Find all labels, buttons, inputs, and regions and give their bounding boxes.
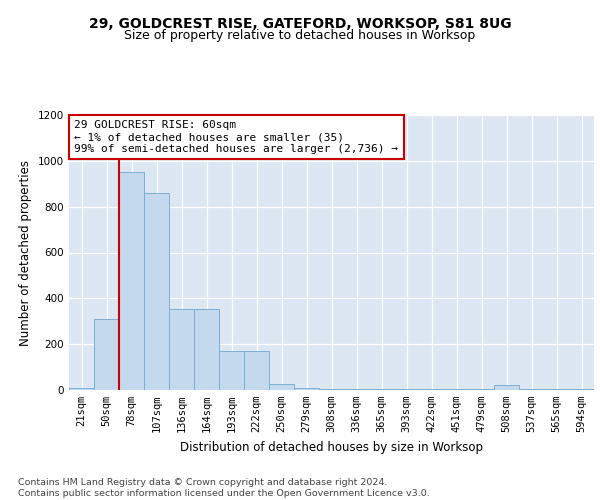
Text: 29 GOLDCREST RISE: 60sqm
← 1% of detached houses are smaller (35)
99% of semi-de: 29 GOLDCREST RISE: 60sqm ← 1% of detache… — [74, 120, 398, 154]
Text: 29, GOLDCREST RISE, GATEFORD, WORKSOP, S81 8UG: 29, GOLDCREST RISE, GATEFORD, WORKSOP, S… — [89, 18, 511, 32]
Y-axis label: Number of detached properties: Number of detached properties — [19, 160, 32, 346]
Bar — [394, 389, 419, 390]
Bar — [269, 384, 294, 390]
Bar — [294, 388, 319, 390]
Bar — [194, 308, 219, 390]
Bar — [494, 386, 519, 390]
Bar — [144, 193, 169, 390]
Text: Size of property relative to detached houses in Worksop: Size of property relative to detached ho… — [124, 29, 476, 42]
Bar — [244, 351, 269, 390]
Bar — [519, 389, 544, 390]
Bar — [444, 389, 469, 390]
Text: Contains HM Land Registry data © Crown copyright and database right 2024.
Contai: Contains HM Land Registry data © Crown c… — [18, 478, 430, 498]
X-axis label: Distribution of detached houses by size in Worksop: Distribution of detached houses by size … — [180, 440, 483, 454]
Bar — [544, 389, 569, 390]
Bar — [69, 388, 94, 390]
Bar — [419, 389, 444, 390]
Bar — [94, 319, 119, 390]
Bar — [119, 172, 144, 390]
Bar — [219, 351, 244, 390]
Bar — [469, 389, 494, 390]
Bar — [369, 389, 394, 390]
Bar — [169, 308, 194, 390]
Bar — [319, 389, 344, 390]
Bar — [569, 389, 594, 390]
Bar — [344, 389, 369, 390]
